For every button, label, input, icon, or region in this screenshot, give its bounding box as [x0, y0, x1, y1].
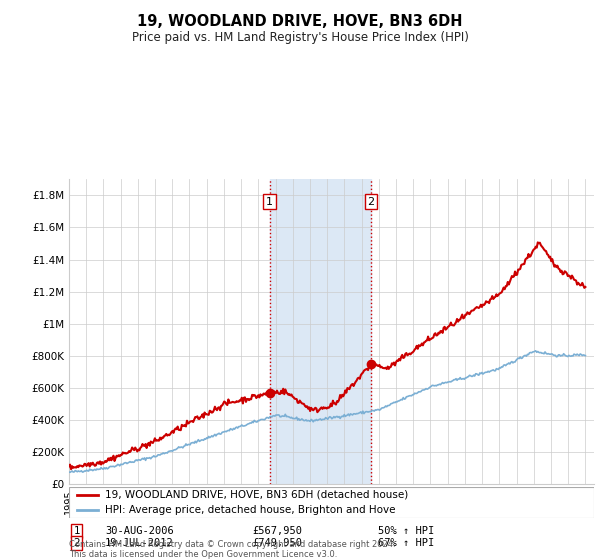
Text: 1: 1	[266, 197, 273, 207]
Text: £567,950: £567,950	[252, 526, 302, 536]
Text: 2: 2	[73, 538, 80, 548]
Text: 19, WOODLAND DRIVE, HOVE, BN3 6DH (detached house): 19, WOODLAND DRIVE, HOVE, BN3 6DH (detac…	[105, 490, 408, 500]
Text: Contains HM Land Registry data © Crown copyright and database right 2024.
This d: Contains HM Land Registry data © Crown c…	[69, 540, 395, 559]
Text: HPI: Average price, detached house, Brighton and Hove: HPI: Average price, detached house, Brig…	[105, 505, 395, 515]
Text: 50% ↑ HPI: 50% ↑ HPI	[378, 526, 434, 536]
Text: £749,950: £749,950	[252, 538, 302, 548]
Bar	[270, 179, 371, 484]
Text: Price paid vs. HM Land Registry's House Price Index (HPI): Price paid vs. HM Land Registry's House …	[131, 31, 469, 44]
Text: 67% ↑ HPI: 67% ↑ HPI	[378, 538, 434, 548]
Text: 30-AUG-2006: 30-AUG-2006	[105, 526, 174, 536]
Text: 2: 2	[367, 197, 374, 207]
Text: 19-JUL-2012: 19-JUL-2012	[105, 538, 174, 548]
Text: 19, WOODLAND DRIVE, HOVE, BN3 6DH: 19, WOODLAND DRIVE, HOVE, BN3 6DH	[137, 14, 463, 29]
Text: 1: 1	[73, 526, 80, 536]
